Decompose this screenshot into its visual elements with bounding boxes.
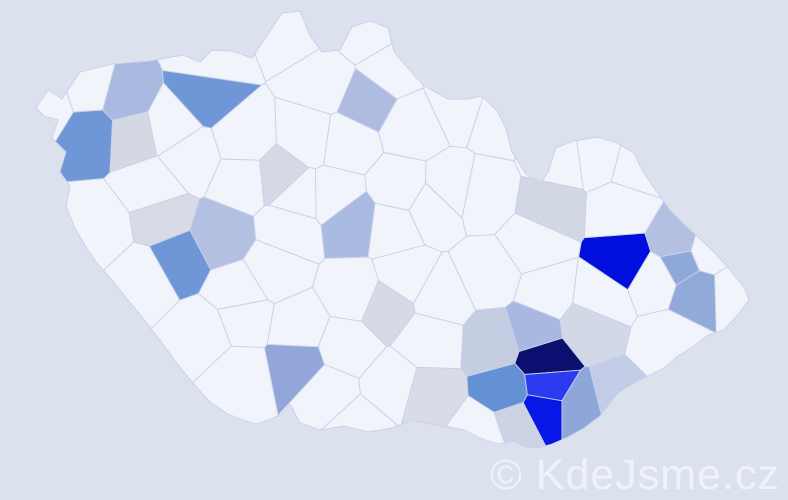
district-region: [583, 181, 665, 239]
district-region: [157, 49, 267, 86]
district-region: [624, 308, 716, 377]
district-region: [35, 89, 74, 142]
district-region: [192, 345, 279, 425]
district-region: [320, 393, 399, 433]
district-region-south-border-gray: [493, 402, 547, 449]
district-region: [512, 256, 579, 320]
district-region-southeast-periwinkle: [561, 366, 602, 441]
district-region: [66, 63, 116, 113]
district-region: [445, 395, 505, 445]
district-region: [102, 241, 181, 330]
district-region: [203, 158, 265, 217]
district-region: [714, 266, 750, 333]
district-region: [65, 178, 135, 271]
